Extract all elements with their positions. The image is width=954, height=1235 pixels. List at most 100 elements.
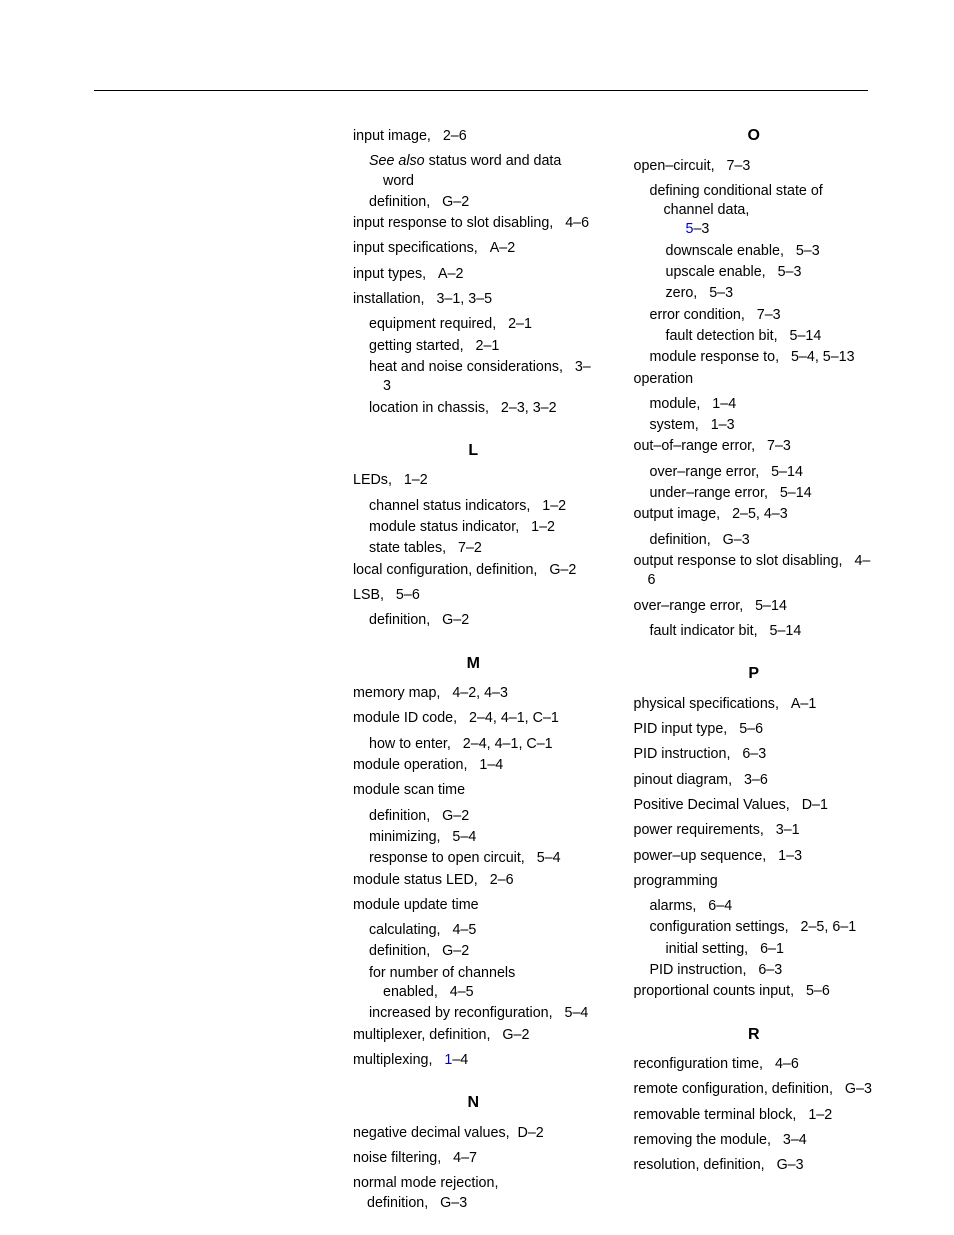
index-term: channel status indicators,: [369, 498, 530, 514]
index-sub1: response to open circuit,5–4: [369, 849, 594, 868]
index-entry: resolution, definition,G–3: [634, 1156, 875, 1175]
index-term: module response to,: [650, 349, 780, 365]
index-entry: remote configuration, definition,G–3: [634, 1080, 875, 1099]
page-locator-rest: –3: [693, 221, 709, 237]
index-term: getting started,: [369, 338, 464, 354]
index-term: LSB,: [353, 587, 384, 603]
index-entry: programming: [634, 872, 875, 891]
page-locator: G–2: [430, 943, 469, 959]
page-locator: 2–6: [478, 872, 514, 888]
page-locator: 4–2, 4–3: [440, 685, 508, 701]
index-term: zero,: [666, 285, 698, 301]
index-term: memory map,: [353, 685, 440, 701]
page-locator: G–3: [711, 532, 750, 548]
page-locator: 1–4: [700, 396, 736, 412]
index-heading: M: [353, 653, 594, 675]
index-sub1: configuration settings,2–5, 6–1: [650, 918, 875, 937]
index-entry: normal mode rejection, definition,G–3: [353, 1174, 594, 1213]
index-sub1: for number of channels enabled,4–5: [369, 964, 594, 1003]
index-term: module scan time: [353, 782, 465, 798]
index-term: multiplexer, definition,: [353, 1027, 490, 1043]
page-locator: G–2: [430, 808, 469, 824]
page-locator: 1–4: [467, 757, 503, 773]
page-locator: 5–4: [553, 1005, 589, 1021]
index-entry: removing the module,3–4: [634, 1131, 875, 1150]
index-sub1: calculating,4–5: [369, 921, 594, 940]
index-term: input specifications,: [353, 240, 478, 256]
index-term: how to enter,: [369, 736, 451, 752]
page-locator: D–1: [790, 797, 828, 813]
page-locator: 5–3: [766, 264, 802, 280]
index-entry: operation: [634, 370, 875, 389]
index-entry: pinout diagram,3–6: [634, 771, 875, 790]
index-term: Positive Decimal Values,: [634, 797, 790, 813]
index-term: module status LED,: [353, 872, 478, 888]
index-sub1: system,1–3: [650, 416, 875, 435]
index-entry: PID input type,5–6: [634, 720, 875, 739]
page-locator: 5–6: [727, 721, 763, 737]
page-locator: 2–6: [431, 128, 467, 144]
page-locator: 5–14: [743, 598, 787, 614]
page-locator: G–3: [428, 1195, 467, 1211]
page-locator: 7–2: [446, 540, 482, 556]
index-entry: module update time: [353, 896, 594, 915]
index-sub2: downscale enable,5–3: [666, 242, 875, 261]
index-term: resolution, definition,: [634, 1157, 765, 1173]
index-term: fault indicator bit,: [650, 623, 758, 639]
index-term: PID instruction,: [650, 962, 747, 978]
index-sub2: fault detection bit,5–14: [666, 327, 875, 346]
page-locator: 5–3: [686, 221, 710, 237]
index-term: definition,: [369, 943, 430, 959]
index-sub1: error condition,7–3: [650, 306, 875, 325]
page-locator: 1–4: [432, 1052, 468, 1068]
page-locator: 5–4: [441, 829, 477, 845]
page-locator: 5–14: [759, 464, 803, 480]
index-term: over–range error,: [634, 598, 744, 614]
index-term: alarms,: [650, 898, 697, 914]
index-term: module,: [650, 396, 701, 412]
page-locator: 6–4: [696, 898, 732, 914]
page-locator: 5–3: [784, 243, 820, 259]
page-locator: G–2: [490, 1027, 529, 1043]
index-term: downscale enable,: [666, 243, 784, 259]
page-locator: 7–3: [715, 158, 751, 174]
page-locator: 1–3: [766, 848, 802, 864]
page-locator: 4–6: [553, 215, 589, 231]
index-term: input image,: [353, 128, 431, 144]
page-locator: 2–3, 3–2: [489, 400, 557, 416]
page-locator: 4–5: [438, 984, 474, 1000]
page-locator: 4–6: [763, 1056, 799, 1072]
index-sub1: module response to,5–4, 5–13: [650, 348, 875, 367]
page-locator: G–2: [537, 562, 576, 578]
index-entry: module status LED,2–6: [353, 871, 594, 890]
index-term: output image,: [634, 506, 721, 522]
index-sub1: increased by reconfiguration,5–4: [369, 1004, 594, 1023]
page-locator: G–2: [430, 612, 469, 628]
index-entry: physical specifications,A–1: [634, 695, 875, 714]
page-locator: 5–14: [758, 623, 802, 639]
index-sub1: state tables,7–2: [369, 539, 594, 558]
index-term: normal mode rejection, definition,: [353, 1175, 498, 1210]
page-locator: 1–2: [796, 1107, 832, 1123]
index-term: input types,: [353, 266, 426, 282]
index-entry: output response to slot disabling,4–6: [634, 552, 875, 591]
index-term: PID input type,: [634, 721, 728, 737]
index-term: output response to slot disabling,: [634, 553, 843, 569]
page-locator: 1–3: [699, 417, 735, 433]
index-entry: open–circuit,7–3: [634, 157, 875, 176]
page-locator: 2–4, 4–1, C–1: [451, 736, 553, 752]
index-term: calculating,: [369, 922, 441, 938]
index-term: power–up sequence,: [634, 848, 767, 864]
page-locator: 3–6: [732, 772, 768, 788]
page-locator: G–3: [765, 1157, 804, 1173]
index-term: heat and noise considerations,: [369, 359, 563, 375]
index-term: module ID code,: [353, 710, 457, 726]
index-term: removing the module,: [634, 1132, 771, 1148]
index-term: definition,: [369, 808, 430, 824]
page-locator: 2–1: [464, 338, 500, 354]
index-entry: input specifications,A–2: [353, 239, 594, 258]
index-sub1: channel status indicators,1–2: [369, 497, 594, 516]
index-heading: P: [634, 663, 875, 685]
index-entry: reconfiguration time,4–6: [634, 1055, 875, 1074]
page-locator: 2–5, 4–3: [720, 506, 788, 522]
